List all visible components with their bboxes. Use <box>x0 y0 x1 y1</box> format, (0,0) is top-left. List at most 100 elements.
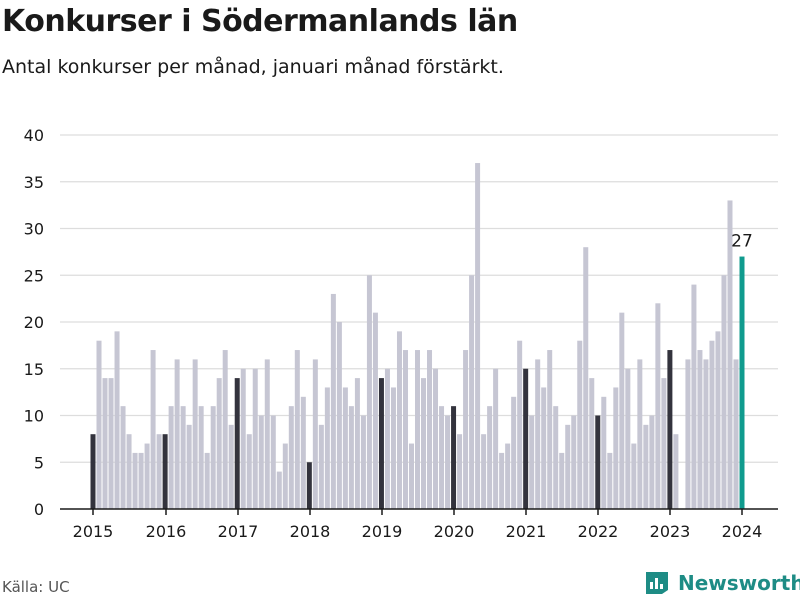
chart-subtitle: Antal konkurser per månad, januari månad… <box>2 56 504 78</box>
bar-2015-4 <box>108 378 114 509</box>
bar-2020-4 <box>469 275 475 509</box>
bar-2022-2 <box>601 396 607 509</box>
bar-2020-7 <box>487 406 493 509</box>
bar-2023-1 <box>667 350 673 509</box>
bar-2016-11 <box>222 350 228 509</box>
bar-2019-8 <box>421 378 427 509</box>
bar-2016-7 <box>198 406 204 509</box>
bar-2021-11 <box>583 247 589 509</box>
bar-2015-12 <box>156 434 162 509</box>
bar-2020-8 <box>493 368 499 509</box>
bar-2023-7 <box>703 359 709 509</box>
bar-2019-9 <box>427 350 433 509</box>
y-tick-label: 35 <box>24 173 44 192</box>
x-axis: 2015 2016 2017 2018 2019 2020 2021 2022 2023 2024 <box>60 508 778 541</box>
x-tick-label: 2016 <box>146 522 187 541</box>
bar-2016-8 <box>204 452 210 509</box>
bar-2022-5 <box>619 312 625 509</box>
bar-2020-5 <box>475 163 481 510</box>
bar-2021-12 <box>589 378 595 509</box>
bar-2023-10 <box>721 275 727 509</box>
x-tick-label: 2019 <box>362 522 403 541</box>
bar-2020-1 <box>451 406 457 509</box>
bar-2017-5 <box>258 415 264 509</box>
bar-2015-3 <box>102 378 108 509</box>
bar-2018-8 <box>348 406 354 509</box>
bar-2015-10 <box>144 443 150 509</box>
bar-2015-6 <box>120 406 126 509</box>
bar-2020-3 <box>463 350 469 509</box>
newsworthy-logo-icon <box>646 572 668 594</box>
bar-2022-8 <box>637 359 643 509</box>
bar-2017-2 <box>240 368 246 509</box>
bar-2015-2 <box>96 340 102 509</box>
bar-2021-9 <box>571 415 577 509</box>
bar-2023-6 <box>697 350 703 509</box>
bar-2020-2 <box>457 434 463 509</box>
bar-2017-7 <box>270 415 276 509</box>
bar-2022-9 <box>643 424 649 509</box>
x-tick-label: 2018 <box>290 522 331 541</box>
bar-2019-12 <box>445 415 451 509</box>
bar-2022-6 <box>625 368 631 509</box>
x-tick-label: 2017 <box>218 522 259 541</box>
last-value-label: 27 <box>731 232 753 252</box>
bar-2021-6 <box>553 406 559 509</box>
bar-2021-4 <box>541 387 547 509</box>
bar-2017-4 <box>252 368 258 509</box>
y-tick-label: 0 <box>34 500 44 519</box>
bar-2021-3 <box>535 359 541 509</box>
bar-2017-11 <box>294 350 300 509</box>
bar-2022-1 <box>595 415 601 509</box>
bar-2017-12 <box>300 396 306 509</box>
bar-2023-8 <box>709 340 715 509</box>
bar-2019-7 <box>415 350 420 509</box>
source-note: Källa: UC <box>2 578 70 596</box>
bar-2018-10 <box>360 415 366 509</box>
bar-2023-5 <box>691 284 697 509</box>
bar-2017-9 <box>282 443 288 509</box>
bar-2018-6 <box>336 322 342 509</box>
bar-2017-1 <box>234 378 240 509</box>
bar-2019-11 <box>439 406 445 509</box>
brand-name: Newsworthy <box>678 571 800 595</box>
bar-2018-1 <box>306 462 312 509</box>
bar-2018-11 <box>366 275 372 509</box>
bar-2020-6 <box>481 434 487 509</box>
bar-2019-1 <box>378 378 384 509</box>
bar-2022-12 <box>661 378 667 509</box>
x-tick-label: 2021 <box>506 522 547 541</box>
brand-logo[interactable]: Newsworthy <box>644 570 800 596</box>
bar-2023-9 <box>715 331 721 509</box>
bar-2016-9 <box>210 406 216 509</box>
bar-2023-12 <box>733 359 739 509</box>
bar-2016-6 <box>192 359 198 509</box>
bar-2017-3 <box>246 434 252 509</box>
bar-2017-10 <box>288 406 294 509</box>
x-tick-label: 2023 <box>650 522 691 541</box>
y-tick-label: 25 <box>24 266 44 285</box>
bars <box>90 163 745 510</box>
bar-2015-7 <box>126 434 132 509</box>
bar-2016-10 <box>216 378 222 509</box>
bar-2019-3 <box>390 387 396 509</box>
bar-2016-5 <box>186 424 192 509</box>
bar-2018-9 <box>354 378 360 509</box>
bar-2018-5 <box>330 293 336 509</box>
bar-2020-10 <box>505 443 511 509</box>
bar-2019-10 <box>433 368 439 509</box>
bar-2022-4 <box>613 387 619 509</box>
y-tick-label: 5 <box>34 453 44 472</box>
bar-2019-4 <box>396 331 402 509</box>
y-tick-label: 30 <box>24 220 44 239</box>
bar-2021-10 <box>577 340 583 509</box>
y-tick-label: 15 <box>24 360 44 379</box>
bar-2022-7 <box>631 443 637 509</box>
x-tick-label: 2022 <box>578 522 619 541</box>
bar-2021-2 <box>529 415 535 509</box>
bar-2020-12 <box>517 340 523 509</box>
bar-2019-6 <box>408 443 414 509</box>
bar-2018-7 <box>342 387 348 509</box>
bar-2016-3 <box>174 359 180 509</box>
bar-2024-1 <box>739 256 745 509</box>
